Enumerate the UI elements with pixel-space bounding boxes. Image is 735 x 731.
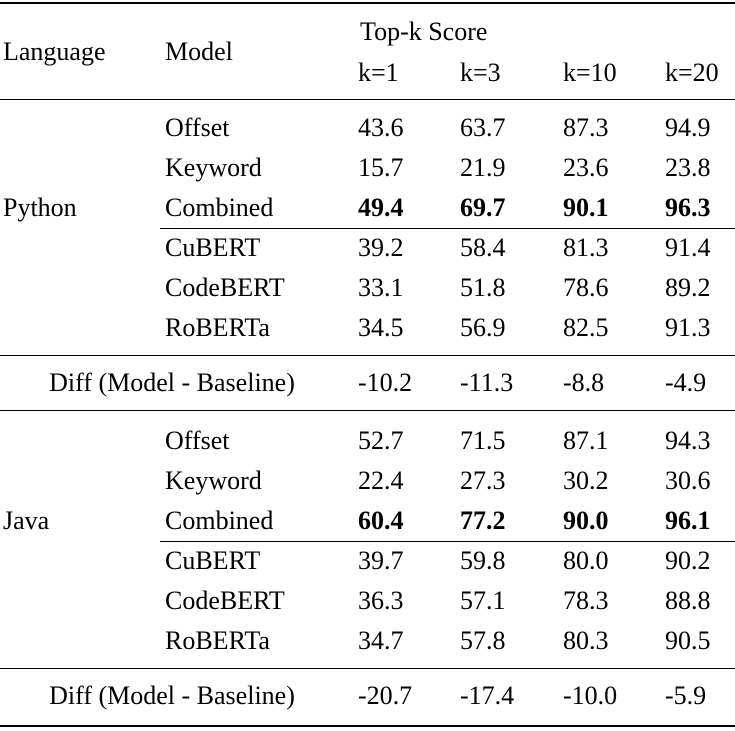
score: 57.1 — [460, 586, 506, 615]
score: 80.0 — [563, 546, 609, 575]
model-name: Offset — [165, 426, 230, 455]
rule — [160, 228, 735, 230]
score: 39.2 — [358, 233, 404, 262]
diff-score: -4.9 — [665, 368, 707, 397]
model-name: RoBERTa — [165, 626, 270, 655]
header-k: k=20 — [665, 58, 719, 87]
score: 23.8 — [665, 153, 711, 182]
diff-score: -10.0 — [563, 681, 618, 710]
model-name: Combined — [165, 506, 274, 535]
score: 59.8 — [460, 546, 506, 575]
model-name: RoBERTa — [165, 313, 270, 342]
score: 63.7 — [460, 113, 506, 142]
language: Java — [3, 506, 50, 535]
diff-score: -8.8 — [563, 368, 605, 397]
diff-score: -10.2 — [358, 368, 413, 397]
score: 33.1 — [358, 273, 404, 302]
rule — [0, 355, 735, 357]
model-name: CodeBERT — [165, 273, 285, 302]
rule — [0, 2, 735, 4]
score: 90.1 — [563, 193, 609, 222]
score: 87.1 — [563, 426, 609, 455]
score: 71.5 — [460, 426, 506, 455]
language: Python — [3, 193, 77, 222]
score: 27.3 — [460, 466, 506, 495]
score: 51.8 — [460, 273, 506, 302]
score: 39.7 — [358, 546, 404, 575]
model-name: CodeBERT — [165, 586, 285, 615]
score: 36.3 — [358, 586, 404, 615]
score: 82.5 — [563, 313, 609, 342]
score: 94.9 — [665, 113, 711, 142]
score: 77.2 — [460, 506, 506, 535]
score: 78.6 — [563, 273, 609, 302]
model-name: CuBERT — [165, 546, 261, 575]
model-name: Keyword — [165, 466, 262, 495]
score: 15.7 — [358, 153, 404, 182]
rule — [0, 725, 735, 727]
header-k: k=3 — [460, 58, 501, 87]
header-k: k=1 — [358, 58, 399, 87]
score: 81.3 — [563, 233, 609, 262]
score: 90.0 — [563, 506, 609, 535]
score: 91.4 — [665, 233, 711, 262]
diff-score: -11.3 — [460, 368, 514, 397]
score: 90.2 — [665, 546, 711, 575]
diff-score: -20.7 — [358, 681, 413, 710]
score: 34.5 — [358, 313, 404, 342]
score: 56.9 — [460, 313, 506, 342]
diff-score: -17.4 — [460, 681, 515, 710]
score: 34.7 — [358, 626, 404, 655]
score: 90.5 — [665, 626, 711, 655]
rule — [0, 668, 735, 670]
model-name: CuBERT — [165, 233, 261, 262]
score: 22.4 — [358, 466, 404, 495]
score: 96.3 — [665, 193, 711, 222]
diff-label: Diff (Model - Baseline) — [49, 368, 295, 397]
diff-score: -5.9 — [665, 681, 707, 710]
score: 30.2 — [563, 466, 609, 495]
score: 80.3 — [563, 626, 609, 655]
header-group: Top-k Score — [360, 17, 488, 46]
score: 69.7 — [460, 193, 506, 222]
diff-label: Diff (Model - Baseline) — [49, 681, 295, 710]
score: 94.3 — [665, 426, 711, 455]
score: 91.3 — [665, 313, 711, 342]
rule — [0, 99, 735, 101]
header-language: Language — [3, 37, 106, 66]
model-name: Offset — [165, 113, 230, 142]
score: 87.3 — [563, 113, 609, 142]
score: 58.4 — [460, 233, 506, 262]
model-name: Combined — [165, 193, 274, 222]
score: 23.6 — [563, 153, 609, 182]
score: 88.8 — [665, 586, 711, 615]
header-k: k=10 — [563, 58, 617, 87]
rule — [160, 541, 735, 543]
rule — [0, 410, 735, 412]
model-name: Keyword — [165, 153, 262, 182]
score: 52.7 — [358, 426, 404, 455]
score: 43.6 — [358, 113, 404, 142]
score: 96.1 — [665, 506, 711, 535]
score: 21.9 — [460, 153, 506, 182]
score: 60.4 — [358, 506, 404, 535]
header-model: Model — [165, 37, 233, 66]
score: 49.4 — [358, 193, 404, 222]
score: 78.3 — [563, 586, 609, 615]
score: 57.8 — [460, 626, 506, 655]
score: 30.6 — [665, 466, 711, 495]
score: 89.2 — [665, 273, 711, 302]
